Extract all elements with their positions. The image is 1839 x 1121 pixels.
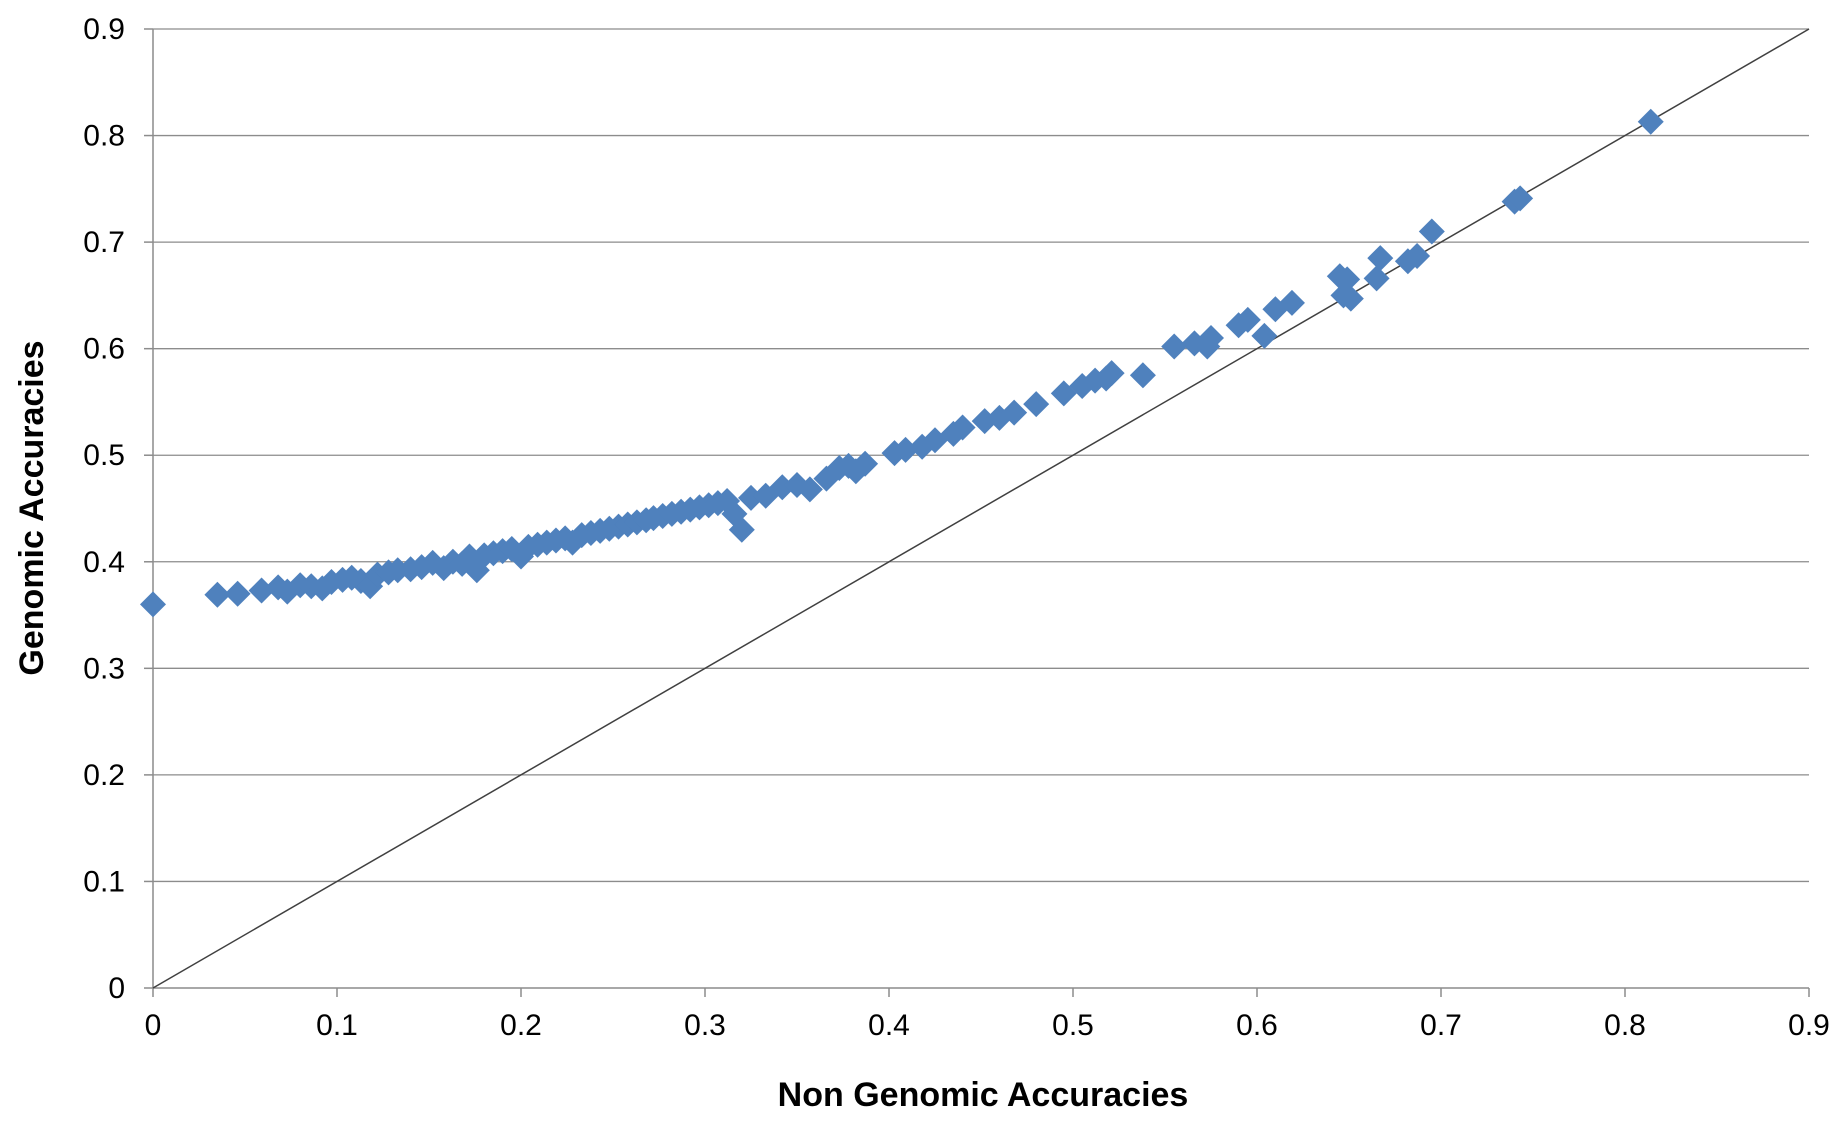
data-point-86	[1234, 306, 1261, 333]
y-tick-label-0: 0	[108, 972, 125, 1005]
data-point-3	[248, 577, 275, 604]
x-tick-label-0.9: 0.9	[1788, 1009, 1830, 1042]
data-point-73	[1001, 399, 1028, 426]
data-point-1	[204, 581, 231, 608]
data-point-2	[224, 580, 251, 607]
y-axis-title: Genomic Accuracies	[13, 340, 51, 675]
data-point-54	[728, 516, 755, 543]
y-tick-label-0.9: 0.9	[83, 13, 125, 46]
data-point-79	[1098, 360, 1125, 387]
x-tick-label-0.6: 0.6	[1236, 1009, 1278, 1042]
data-point-52	[714, 488, 741, 515]
data-point-97	[1404, 242, 1431, 269]
data-point-70	[949, 414, 976, 441]
y-tick-label-0.2: 0.2	[83, 759, 125, 792]
y-tick-label-0.1: 0.1	[83, 865, 125, 898]
data-point-100	[1507, 185, 1534, 212]
x-tick-label-0.1: 0.1	[316, 1009, 358, 1042]
reference-line	[152, 28, 1810, 989]
data-point-80	[1129, 362, 1156, 389]
data-points	[140, 108, 1664, 618]
data-point-74	[1023, 391, 1050, 418]
data-point-59	[796, 476, 823, 503]
data-point-98	[1418, 218, 1445, 245]
data-point-89	[1278, 289, 1305, 316]
x-tick-label-0.4: 0.4	[868, 1009, 910, 1042]
data-point-93	[1337, 285, 1364, 312]
data-point-95	[1367, 245, 1394, 272]
data-point-94	[1363, 265, 1390, 292]
y-tick-label-0.4: 0.4	[83, 546, 125, 579]
y-tick-label-0.6: 0.6	[83, 333, 125, 366]
y-tick-label-0.8: 0.8	[83, 120, 125, 153]
x-tick-label-0.5: 0.5	[1052, 1009, 1094, 1042]
x-tick-label-0.2: 0.2	[500, 1009, 542, 1042]
data-point-87	[1251, 322, 1278, 349]
x-tick-labels: 0 0.1 0.2 0.3 0.4 0.5 0.6 0.7 0.8 0.9	[145, 1009, 1830, 1042]
data-point-84	[1194, 333, 1221, 360]
x-tick-label-0: 0	[145, 1009, 162, 1042]
x-tick-label-0.7: 0.7	[1420, 1009, 1462, 1042]
grid-lines	[153, 28, 1809, 883]
x-tick-label-0.3: 0.3	[684, 1009, 726, 1042]
data-point-66	[892, 436, 919, 463]
y-tick-labels: 0 0.1 0.2 0.3 0.4 0.5 0.6 0.7 0.8 0.9	[83, 13, 125, 1005]
x-tick-label-0.8: 0.8	[1604, 1009, 1646, 1042]
y-tick-label-0.5: 0.5	[83, 439, 125, 472]
diagonal-line	[152, 28, 1810, 989]
data-point-101	[1637, 108, 1664, 135]
axes	[144, 28, 1810, 997]
data-point-81	[1161, 333, 1188, 360]
x-axis-title: Non Genomic Accuracies	[778, 1076, 1189, 1114]
y-tick-label-0.3: 0.3	[83, 652, 125, 685]
data-point-0	[140, 591, 166, 618]
y-tick-label-0.7: 0.7	[83, 226, 125, 259]
data-point-64	[852, 450, 879, 477]
